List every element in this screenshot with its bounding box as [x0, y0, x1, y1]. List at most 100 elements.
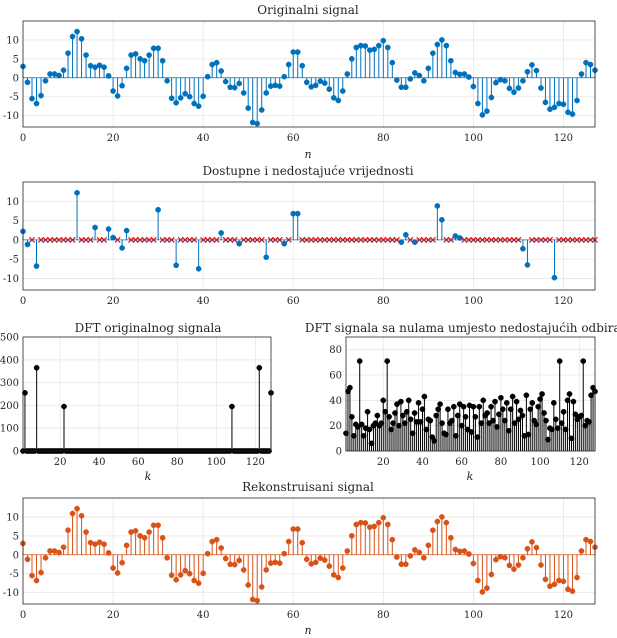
stem-marker [173, 262, 179, 269]
stem-marker [294, 49, 301, 55]
stem-marker [505, 427, 512, 434]
x-tick-label: 100 [464, 610, 483, 621]
stem-marker [231, 84, 238, 91]
stem-marker [195, 103, 202, 110]
stem-marker [65, 527, 71, 534]
stem-marker [558, 420, 565, 426]
stem-marker [542, 576, 549, 583]
stem-marker [22, 390, 28, 396]
stem-marker [78, 35, 85, 42]
stem-marker [33, 263, 40, 269]
stem-marker [535, 403, 541, 410]
x-tick-label: 20 [107, 610, 120, 621]
panel-reconstructed: Rekonstruisani signal 0 20 40 60 80 100 120-10… [3, 480, 598, 637]
stem-marker [407, 553, 414, 559]
stem-marker [348, 533, 355, 539]
stem-marker [258, 107, 265, 113]
stem-marker [434, 41, 441, 48]
stem-marker [479, 112, 486, 118]
stem-marker [74, 189, 80, 196]
stem-marker [500, 406, 506, 413]
stem-marker [524, 262, 531, 268]
stem-marker [29, 572, 35, 579]
stem-marker [258, 584, 265, 590]
stem-marker [254, 597, 261, 604]
stem-marker [461, 71, 468, 77]
stem-marker [588, 392, 594, 399]
stem-marker [435, 406, 441, 413]
x-tick-label: 80 [495, 457, 508, 468]
stem-marker [348, 56, 355, 62]
stem-marker [398, 398, 404, 405]
stem-marker [425, 542, 432, 549]
stem-marker [409, 430, 416, 437]
y-tick-label: 500 [0, 333, 19, 344]
stem-marker [24, 556, 31, 563]
stem-marker [56, 72, 62, 79]
stem-marker [484, 410, 491, 416]
x-tick-label: 40 [416, 457, 429, 468]
stem-marker [466, 74, 472, 80]
stem-marker [486, 420, 492, 426]
y-tick-label: 10 [6, 512, 19, 523]
y-tick-label: 0 [13, 235, 19, 246]
stem-marker [493, 79, 499, 86]
stem-marker [416, 549, 423, 556]
title-dft-original: DFT originalnog signala [75, 321, 222, 335]
stem-marker [245, 105, 252, 111]
stem-marker [551, 104, 558, 111]
stem-marker [360, 432, 367, 439]
axes-frame [22, 336, 272, 452]
stem-marker [236, 80, 243, 87]
stem-marker [586, 419, 592, 425]
stem-marker [29, 95, 35, 102]
x-tick-label: 80 [377, 133, 390, 144]
stem-marker [213, 59, 220, 66]
x-tick-label: 120 [570, 457, 589, 468]
stem-marker [146, 529, 152, 535]
stem-marker [494, 424, 500, 430]
stem-marker [462, 413, 469, 420]
stem-marker [519, 412, 526, 419]
stem-marker [299, 539, 306, 546]
stem-marker [191, 577, 197, 584]
stem-marker [434, 518, 441, 525]
stem-marker [587, 538, 594, 545]
stem-marker [33, 364, 40, 371]
x-tick-label: 60 [287, 296, 300, 307]
stem-marker [554, 425, 561, 432]
stem-marker [195, 265, 202, 272]
panel-available-missing: Dostupne i nedostajuće vrijednosti 0 20 40… [3, 164, 598, 307]
stem-marker [470, 83, 477, 90]
stem-marker [299, 62, 306, 69]
y-tick-label: -10 [3, 588, 19, 599]
stem-marker [411, 547, 418, 553]
stem-marker [388, 426, 394, 433]
stem-marker [236, 557, 243, 564]
stem-marker [101, 64, 107, 71]
stem-marker [303, 79, 310, 86]
stem-marker [61, 403, 67, 410]
y-tick-label: 20 [329, 421, 342, 432]
stem-marker [60, 544, 67, 551]
stem-marker [550, 400, 557, 406]
stem-marker [312, 559, 319, 566]
stem-marker [484, 108, 490, 114]
x-tick-label: 0 [20, 610, 26, 621]
stem-marker [384, 358, 391, 364]
stem-marker [421, 554, 427, 561]
stem-marker [123, 65, 130, 72]
stem-marker [515, 562, 522, 568]
stem-marker [396, 422, 402, 429]
stem-marker [335, 97, 342, 104]
stem-marker [569, 111, 576, 117]
stem-marker [218, 545, 225, 551]
panel-dft-original: DFT originalnog signala 20 40 60 80 100 120 0 1… [0, 321, 274, 483]
stem-marker [574, 574, 580, 581]
stem-marker [218, 68, 225, 74]
stem-marker [520, 77, 526, 84]
stem-marker [529, 62, 535, 68]
stem-marker [191, 100, 197, 107]
stem-marker [83, 52, 89, 58]
stem-marker [281, 550, 288, 557]
